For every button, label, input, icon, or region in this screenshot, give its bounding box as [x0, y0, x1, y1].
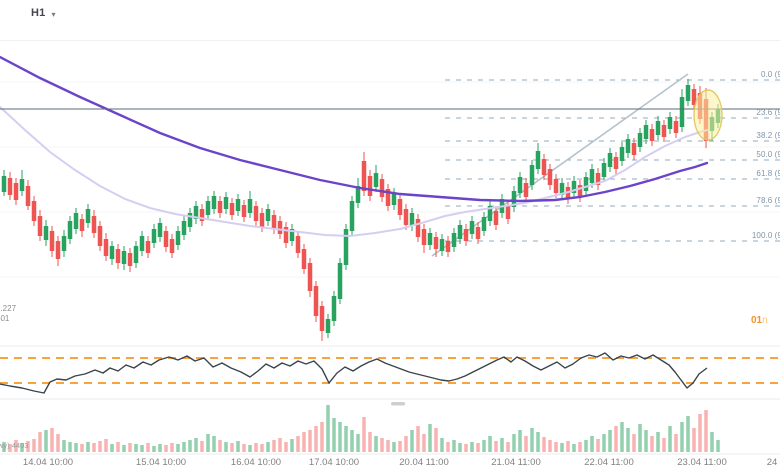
pane-separators[interactable] [0, 345, 780, 455]
time-axis-label: 21.04 11:00 [491, 457, 541, 468]
indicator-values-label: 1.227 401 [0, 304, 16, 324]
timeframe-label: H1 [31, 7, 46, 19]
chevron-down-icon: ▾ [51, 9, 56, 19]
highlight-ellipse-annotation[interactable] [693, 89, 723, 141]
fib-level-label: 78.6 (9 [756, 196, 780, 205]
volume-indicator-label: wy) 4403 [0, 441, 29, 450]
countdown-value: 01 [751, 315, 763, 326]
fib-level-label: 38.2 (9 [756, 131, 780, 140]
indicator-value-2: 401 [0, 314, 10, 323]
fib-level-label: 61.8 (9 [756, 169, 780, 178]
fib-level-label: 100.0 (9 [751, 231, 780, 240]
fast-moving-average-line [0, 106, 708, 238]
toolbar: H1 ▾ [0, 0, 780, 41]
time-axis[interactable] [0, 455, 780, 470]
fib-level-label: 0.0 (9 [760, 70, 780, 79]
time-axis-label: 17.04 10:00 [308, 457, 360, 468]
bar-countdown-label: 01n [751, 315, 768, 326]
indicator-value-1: 1.227 [0, 304, 17, 313]
time-axis-label: 22.04 11:00 [584, 457, 634, 468]
time-axis-label: 16.04 10:00 [230, 457, 282, 468]
slow-moving-average-line [0, 55, 709, 203]
oscillator-pane [0, 352, 780, 394]
fib-level-label: 23.6 (9 [756, 108, 780, 117]
countdown-unit: n [762, 315, 768, 326]
time-axis-label: 23.04 11:00 [677, 457, 727, 468]
time-axis-label: 20.04 11:00 [399, 457, 449, 468]
time-axis-label: 24 [766, 457, 778, 468]
fib-level-label: 50.0 (9 [756, 150, 780, 159]
time-axis-label: 14.04 10:00 [22, 457, 74, 468]
fibonacci-retracement-lines[interactable] [445, 79, 780, 242]
volume-pane [2, 405, 720, 452]
gridlines [0, 81, 780, 278]
timeframe-selector[interactable]: H1 ▾ [24, 4, 62, 22]
time-axis-label: 15.04 10:00 [135, 457, 187, 468]
trendline[interactable] [431, 73, 689, 257]
